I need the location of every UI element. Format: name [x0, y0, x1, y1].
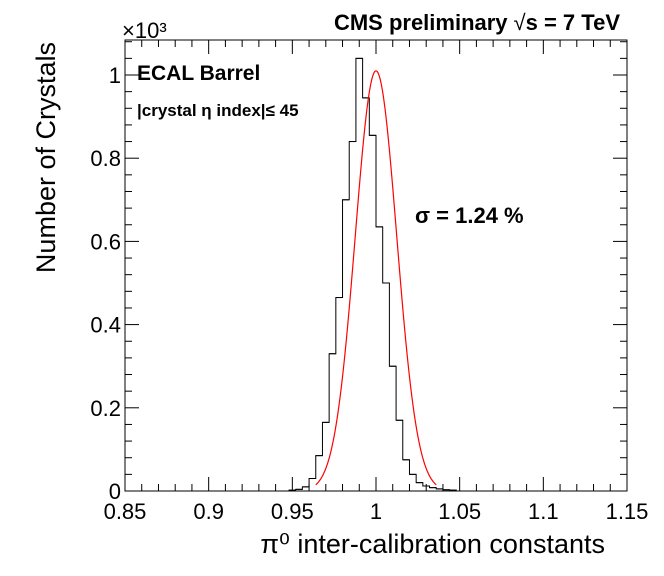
sigma-label: σ = 1.24 %: [415, 203, 524, 228]
x-tick-label: 0.85: [104, 499, 147, 524]
x-tick-label: 0.9: [193, 499, 224, 524]
y-axis-title: Number of Crystals: [31, 42, 61, 273]
x-tick-label: 1: [370, 499, 382, 524]
x-tick-label: 1.1: [528, 499, 559, 524]
y-axis-tick-labels: 0 0.2 0.4 0.6 0.8 1: [90, 63, 121, 504]
x-axis-tick-labels: 0.85 0.9 0.95 1 1.05 1.1 1.15: [104, 499, 649, 524]
y-tick-label: 0.6: [90, 229, 121, 254]
x-axis-title: π⁰ inter-calibration constants: [260, 529, 605, 559]
histogram-series: [125, 57, 627, 492]
y-tick-label: 0.2: [90, 396, 121, 421]
y-tick-label: 0.4: [90, 313, 121, 338]
y-tick-label: 0: [109, 479, 121, 504]
multiplier-label: ×10³: [122, 18, 167, 43]
y-axis-ticks: [125, 41, 627, 492]
histogram-outline: [125, 57, 627, 492]
gaussian-fit-curve: [315, 70, 437, 486]
x-axis-ticks: [124, 40, 628, 491]
x-tick-label: 1.15: [606, 499, 649, 524]
y-tick-label: 1: [109, 63, 121, 88]
title-energy: s = 7 TeV: [526, 10, 621, 35]
x-tick-label: 1.05: [438, 499, 481, 524]
chart-title: CMS preliminary √s = 7 TeV: [334, 10, 620, 35]
title-main: CMS preliminary: [334, 10, 508, 35]
title-sqrt: √: [514, 10, 527, 35]
y-tick-label: 0.8: [90, 146, 121, 171]
x-tick-label: 0.95: [271, 499, 314, 524]
selection-label: |crystal η index|≤ 45: [137, 101, 299, 120]
detector-label: ECAL Barrel: [137, 62, 260, 85]
